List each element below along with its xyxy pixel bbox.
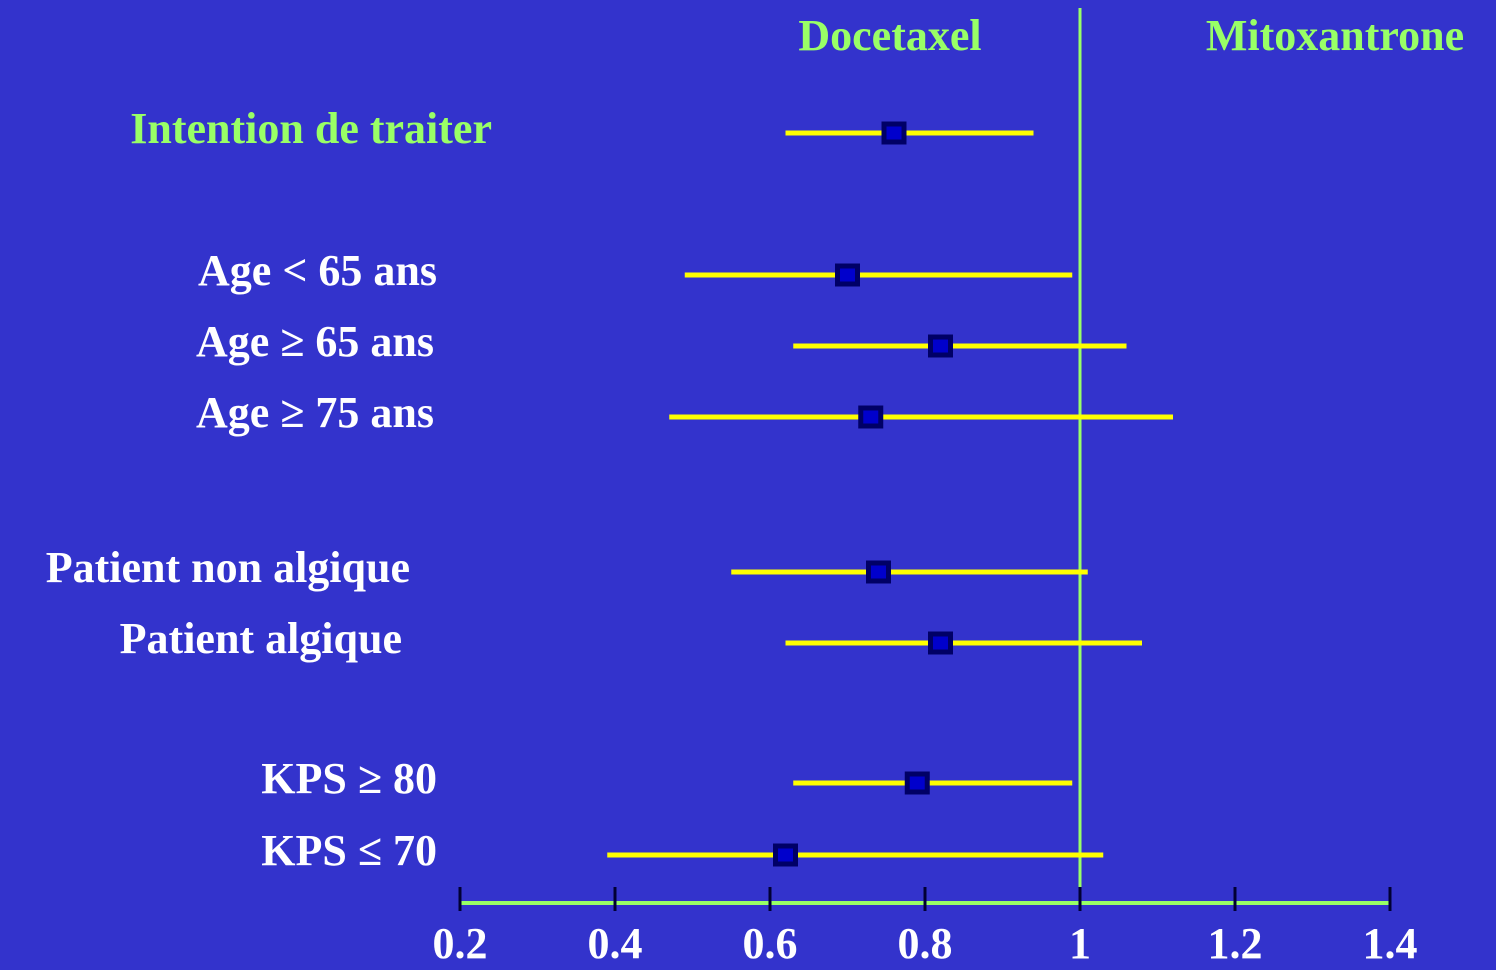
- row-label: Age < 65 ans: [198, 246, 437, 295]
- x-tick-label: 1: [1069, 919, 1091, 968]
- row-label: KPS ≤ 70: [261, 826, 437, 875]
- point-estimate: [858, 405, 884, 429]
- row-label: Age ≥ 65 ans: [196, 317, 434, 366]
- point-estimate: [904, 771, 930, 795]
- x-tick-label: 0.6: [743, 919, 798, 968]
- row-label: Patient non algique: [46, 543, 410, 592]
- point-estimate: [881, 121, 907, 145]
- x-tick-label: 1.4: [1363, 919, 1418, 968]
- x-tick-label: 0.4: [588, 919, 643, 968]
- point-estimate: [928, 334, 953, 358]
- point-estimate: [866, 560, 891, 584]
- row-label: KPS ≥ 80: [261, 754, 437, 803]
- row-label: Intention de traiter: [130, 104, 492, 153]
- row-label: Age ≥ 75 ans: [196, 388, 434, 437]
- point-estimate: [773, 843, 798, 867]
- point-estimate: [928, 631, 953, 655]
- x-tick-label: 0.8: [898, 919, 953, 968]
- point-estimate: [835, 263, 860, 287]
- x-tick-label: 1.2: [1208, 919, 1263, 968]
- column-header: Docetaxel: [798, 11, 981, 60]
- row-label: Patient algique: [120, 614, 402, 663]
- x-tick-label: 0.2: [433, 919, 488, 968]
- column-header: Mitoxantrone: [1206, 11, 1464, 60]
